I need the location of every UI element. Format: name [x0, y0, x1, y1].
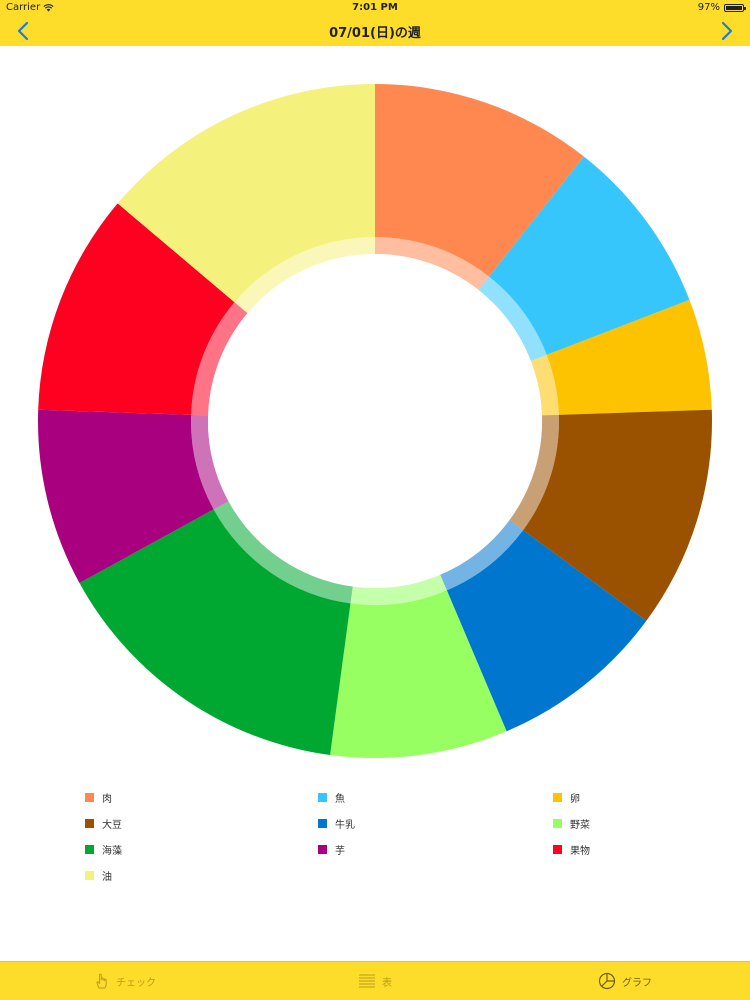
chevron-left-icon — [17, 21, 29, 41]
legend-label: 魚 — [335, 794, 345, 805]
donut-inner-band-2 — [478, 276, 547, 361]
hand-pointer-icon — [96, 973, 107, 989]
next-week-button[interactable] — [714, 18, 740, 44]
legend-swatch — [318, 793, 327, 802]
legend-label: 大豆 — [102, 820, 122, 831]
pie-chart-icon — [598, 972, 616, 990]
legend-item: 卵 — [553, 790, 580, 805]
legend-swatch — [85, 845, 94, 854]
legend-label: 野菜 — [570, 820, 590, 831]
legend-label: 海藻 — [102, 846, 122, 857]
donut-hole — [208, 254, 542, 588]
legend-label: 油 — [102, 872, 112, 883]
status-bar: Carrier 7:01 PM 97% — [0, 0, 750, 16]
legend-item: 海藻 — [85, 842, 122, 857]
carrier-group: Carrier — [6, 2, 54, 13]
status-time: 7:01 PM — [352, 2, 398, 13]
donut-inner-band-7 — [213, 501, 353, 604]
donut-slice-8 — [38, 409, 214, 583]
legend-label: 果物 — [570, 846, 590, 857]
legend-item: 大豆 — [85, 816, 122, 831]
legend-swatch — [553, 819, 562, 828]
donut-inner-band-9 — [191, 302, 248, 416]
donut-slice-2 — [489, 156, 690, 355]
legend-swatch — [553, 845, 562, 854]
carrier-label: Carrier — [6, 2, 41, 13]
legend-item: 牛乳 — [318, 816, 355, 831]
battery-group: 97% — [697, 2, 746, 13]
wifi-icon — [43, 3, 54, 11]
legend-swatch — [85, 819, 94, 828]
legend-swatch — [85, 871, 94, 880]
legend-item: 魚 — [318, 790, 345, 805]
legend-swatch — [318, 819, 327, 828]
donut-slice-6 — [330, 590, 507, 758]
navigation-bar: 07/01(日)の週 — [0, 16, 750, 46]
legend-item: 果物 — [553, 842, 590, 857]
donut-slice-3 — [546, 299, 712, 415]
donut-slice-7 — [79, 509, 351, 755]
tab-graph-label: グラフ — [622, 977, 652, 989]
battery-icon — [724, 3, 746, 12]
donut-inner-band-5 — [440, 520, 524, 591]
tab-check[interactable]: チェック — [0, 962, 250, 1000]
tab-bar: チェック 表 グラフ — [0, 961, 750, 1000]
donut-inner-band-1 — [375, 237, 490, 290]
legend-item: 芋 — [318, 842, 345, 857]
battery-fill — [726, 5, 742, 10]
donut-slice-9 — [38, 203, 235, 415]
donut-slice-5 — [446, 530, 647, 732]
page-title: 07/01(日)の週 — [329, 26, 421, 41]
battery-percent: 97% — [697, 2, 720, 13]
list-lines-icon — [359, 974, 375, 988]
tab-check-label: チェック — [116, 977, 156, 989]
donut-inner-band-10 — [234, 237, 375, 314]
donut-inner-band-3 — [530, 354, 559, 416]
legend-item: 油 — [85, 868, 112, 883]
legend-item: 野菜 — [553, 816, 590, 831]
donut-chart-area — [0, 46, 750, 796]
legend-label: 牛乳 — [335, 820, 355, 831]
donut-chart — [38, 84, 712, 758]
donut-slice-1 — [375, 84, 584, 277]
donut-slice-4 — [523, 409, 712, 621]
legend-swatch — [85, 793, 94, 802]
legend-label: 芋 — [335, 846, 345, 857]
tab-graph[interactable]: グラフ — [500, 962, 750, 1000]
previous-week-button[interactable] — [10, 18, 36, 44]
legend-label: 卵 — [570, 794, 580, 805]
tab-table[interactable]: 表 — [250, 962, 500, 1000]
donut-inner-band-8 — [190, 414, 229, 510]
tab-table-label: 表 — [382, 977, 392, 989]
donut-inner-band-6 — [350, 574, 447, 606]
chevron-right-icon — [721, 21, 733, 41]
donut-slice-10 — [117, 84, 376, 303]
donut-inner-band-4 — [509, 414, 559, 531]
legend-item: 肉 — [85, 790, 112, 805]
legend-swatch — [553, 793, 562, 802]
legend-swatch — [318, 845, 327, 854]
legend-label: 肉 — [102, 794, 112, 805]
